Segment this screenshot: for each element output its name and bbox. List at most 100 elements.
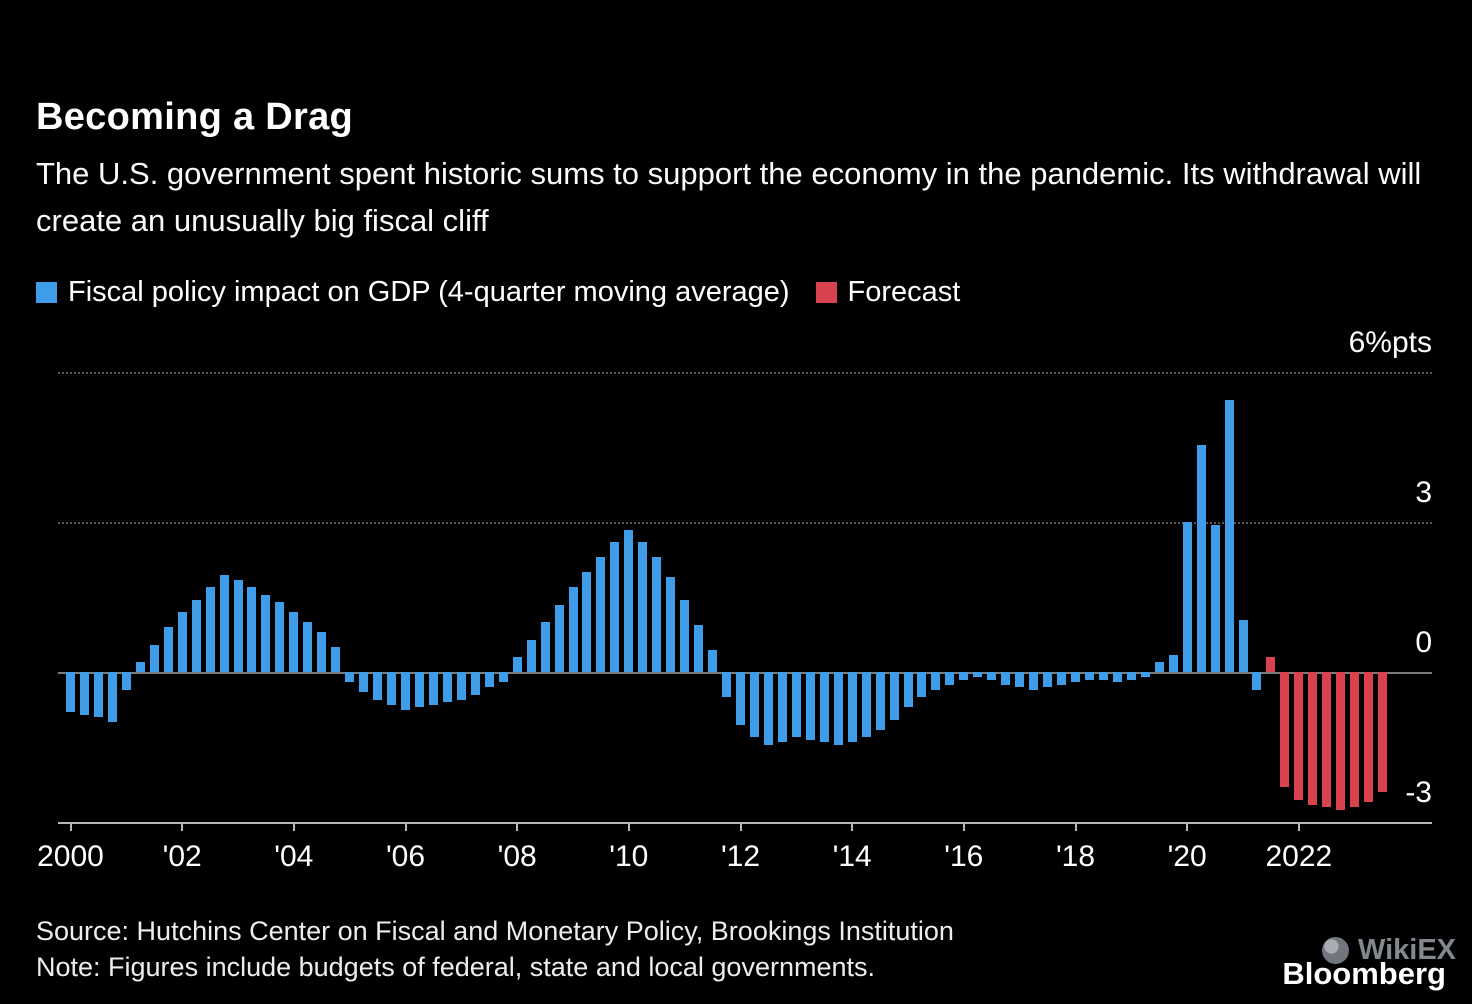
x-axis-label: '04 [274, 840, 314, 873]
x-axis-tick [516, 822, 519, 831]
bar-actual [917, 672, 927, 697]
bar-actual [889, 672, 899, 720]
wikiex-watermark: WikiEX [1321, 934, 1456, 967]
x-axis-label: '02 [162, 840, 202, 873]
bar-forecast [1336, 672, 1346, 810]
bar-actual [596, 557, 606, 672]
bar-actual [275, 602, 285, 672]
bar-actual [428, 672, 438, 705]
bar-actual [1196, 444, 1206, 672]
bar-actual [763, 672, 773, 745]
bar-actual [1084, 672, 1094, 680]
bar-actual [1168, 654, 1178, 672]
bar-actual [512, 657, 522, 672]
bar-forecast [1308, 672, 1318, 805]
bar-actual [1126, 672, 1136, 680]
bar-actual [345, 672, 355, 682]
bar-forecast [1266, 657, 1276, 672]
bar-actual [973, 672, 983, 677]
bar-actual [861, 672, 871, 737]
bar-actual [93, 672, 103, 717]
bar-actual [1154, 662, 1164, 672]
bar-actual [582, 572, 592, 672]
bar-actual [149, 644, 159, 672]
bar-actual [1015, 672, 1025, 687]
bar-actual [442, 672, 452, 702]
bar-actual [819, 672, 829, 742]
bar-actual [191, 599, 201, 672]
bar-actual [1224, 399, 1234, 672]
x-axis-tick [404, 822, 407, 831]
bar-actual [66, 672, 75, 712]
bar-actual [777, 672, 787, 742]
bar-actual [680, 599, 690, 672]
bar-actual [163, 627, 173, 672]
bar-actual [610, 542, 620, 672]
bar-actual [1112, 672, 1122, 682]
bar-actual [1182, 522, 1192, 672]
bar-actual [456, 672, 466, 700]
x-axis-label: '10 [609, 840, 649, 873]
page-title: Becoming a Drag [36, 96, 354, 138]
bar-forecast [1350, 672, 1360, 807]
bar-actual [652, 557, 662, 672]
bar-actual [470, 672, 480, 695]
bar-forecast [1294, 672, 1304, 800]
bar-actual [1043, 672, 1053, 687]
x-axis-tick [851, 822, 854, 831]
bar-actual [247, 587, 257, 672]
bar-actual [624, 529, 634, 672]
bar-actual [568, 587, 578, 672]
chart-subtitle: The U.S. government spent historic sums … [36, 156, 1422, 239]
x-axis-label: '18 [1055, 840, 1096, 873]
y-axis-label: 3 [1415, 476, 1432, 509]
x-axis-tick [739, 822, 742, 831]
gridline [58, 372, 1432, 374]
bar-actual [805, 672, 815, 740]
bar-actual [219, 574, 229, 672]
bar-actual [233, 579, 243, 672]
bar-actual [121, 672, 131, 690]
legend-label-forecast: Forecast [847, 276, 961, 308]
bloomberg-logo: Bloomberg [1282, 956, 1446, 991]
bar-actual [1029, 672, 1039, 690]
x-axis-tick [1074, 822, 1077, 831]
x-axis-tick [1297, 822, 1300, 831]
bar-actual [135, 662, 145, 672]
bar-actual [847, 672, 857, 742]
bar-forecast [1378, 672, 1388, 792]
bar-actual [317, 632, 327, 672]
x-axis-label: '12 [720, 840, 761, 873]
bar-actual [791, 672, 801, 737]
bar-actual [638, 542, 648, 672]
bar-actual [303, 622, 313, 672]
bar-actual [1140, 672, 1150, 677]
wikiex-icon [1321, 937, 1349, 964]
bar-forecast [1280, 672, 1290, 787]
x-axis-tick [627, 822, 630, 831]
bar-actual [79, 672, 89, 715]
chart-legend: Fiscal policy impact on GDP (4-quarter m… [36, 276, 986, 309]
x-axis-line [58, 822, 1432, 824]
bar-actual [289, 612, 299, 672]
bar-actual [722, 672, 732, 697]
x-axis-tick [292, 822, 295, 831]
x-axis-label: '16 [944, 840, 984, 873]
x-axis-tick [69, 822, 72, 831]
bar-actual [945, 672, 955, 685]
bar-actual [708, 649, 718, 672]
bar-actual [875, 672, 885, 730]
bar-actual [414, 672, 424, 707]
note-line: Note: Figures include budgets of federal… [36, 951, 875, 982]
bar-actual [107, 672, 117, 722]
bar-actual [205, 587, 215, 672]
bar-actual [554, 604, 564, 672]
bar-actual [1238, 619, 1248, 672]
bar-actual [931, 672, 941, 690]
bar-actual [540, 622, 550, 672]
x-axis-label: '08 [497, 840, 537, 873]
bar-actual [666, 577, 676, 672]
bar-actual [1057, 672, 1067, 685]
bar-forecast [1322, 672, 1332, 807]
x-axis-label: 2000 [37, 840, 104, 873]
